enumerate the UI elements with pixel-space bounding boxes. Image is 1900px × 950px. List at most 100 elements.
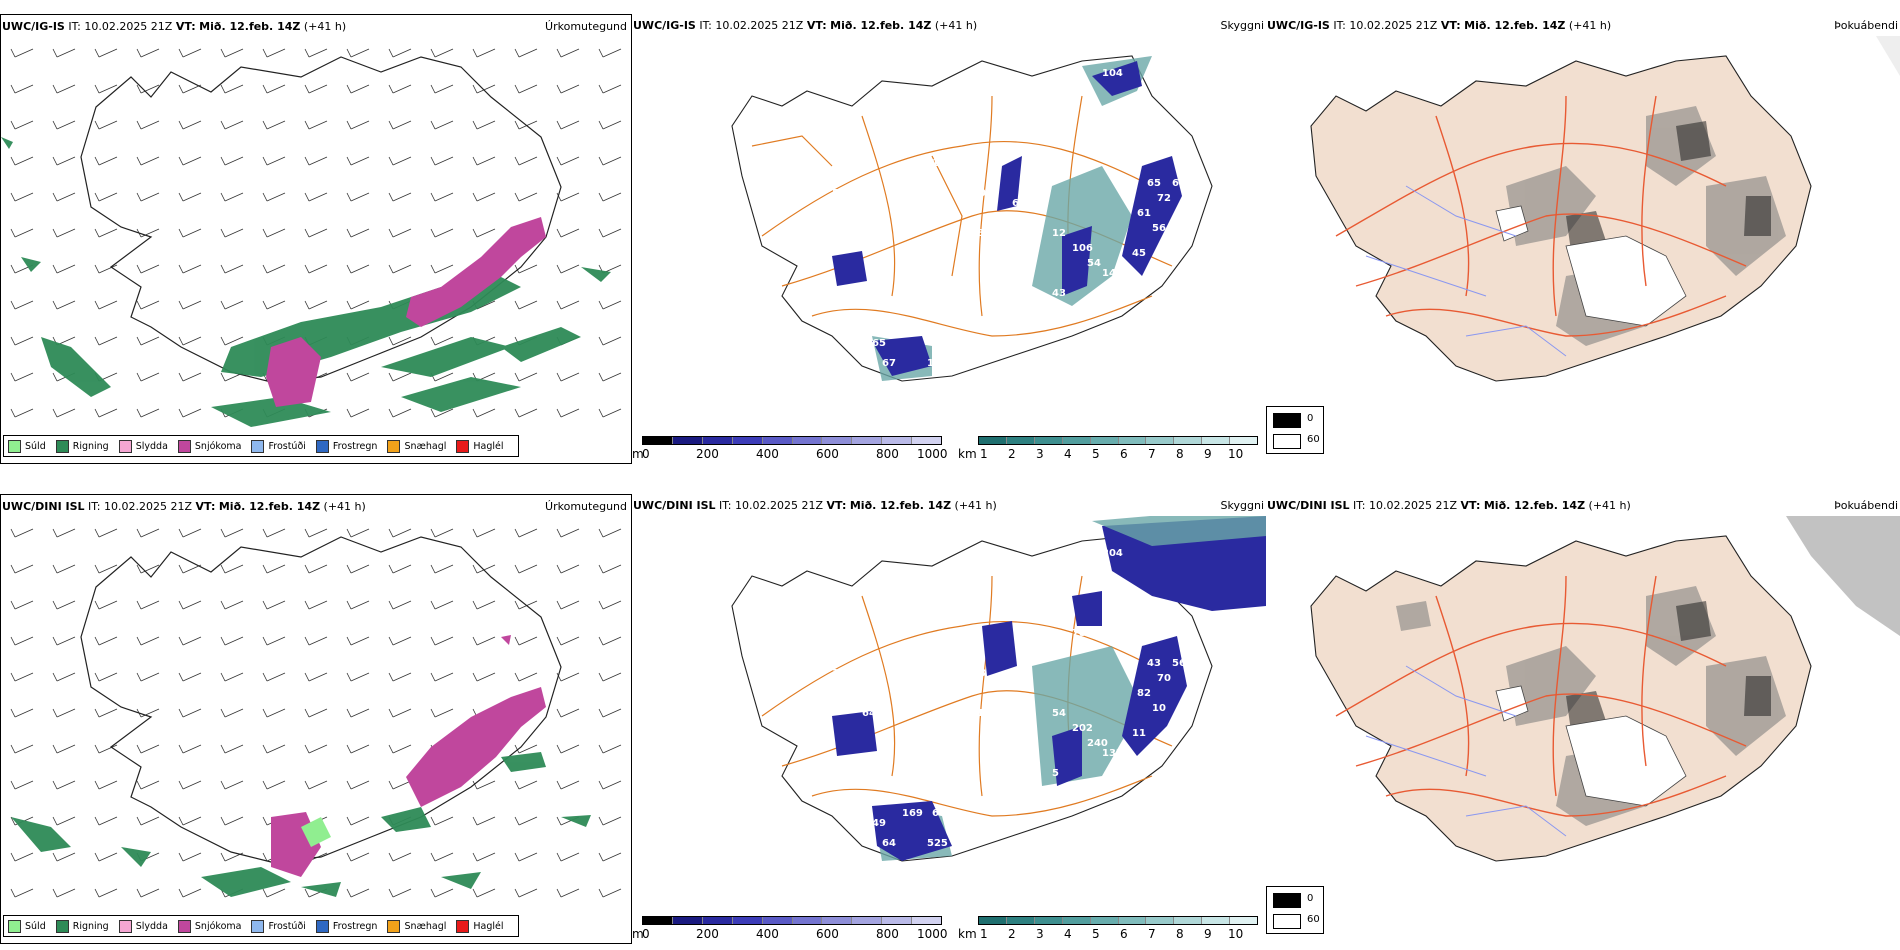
wind-barb — [10, 636, 34, 646]
visibility-label: 102 — [932, 158, 953, 169]
wind-barb — [52, 888, 76, 898]
wind-barb — [430, 816, 454, 826]
wind-barb — [472, 852, 496, 862]
wind-barb — [304, 264, 328, 274]
wind-barb — [346, 600, 370, 610]
wind-barb — [220, 528, 244, 538]
visibility-label: 65 — [1147, 178, 1161, 189]
wind-barb — [388, 780, 412, 790]
wind-barb — [430, 156, 454, 166]
wind-barb — [472, 780, 496, 790]
wind-barb — [94, 336, 118, 346]
wind-barb — [220, 336, 244, 346]
wind-barb — [94, 816, 118, 826]
wind-barb — [52, 192, 76, 202]
precip-legend: Súld Rigning Slydda Snjókoma Frostúði Fr… — [3, 435, 519, 457]
wind-barb — [304, 672, 328, 682]
wind-barb — [556, 120, 580, 130]
wind-barb — [388, 336, 412, 346]
wind-barb — [556, 264, 580, 274]
visibility-label: 56 — [1172, 658, 1186, 669]
wind-barb — [220, 744, 244, 754]
wind-barb — [304, 636, 328, 646]
wind-barb — [388, 48, 412, 58]
wind-barb — [94, 888, 118, 898]
wind-barb — [388, 408, 412, 418]
wind-barb — [388, 852, 412, 862]
visibility-label: 169 — [902, 808, 923, 819]
visibility-label: 204 — [1102, 548, 1123, 559]
wind-barb — [10, 708, 34, 718]
wind-barb — [220, 672, 244, 682]
product-title: Skyggni — [1220, 19, 1264, 32]
wind-barb — [304, 600, 328, 610]
wind-barb — [598, 408, 622, 418]
visibility-label: 98 — [972, 668, 986, 679]
wind-barb — [94, 120, 118, 130]
wind-barb — [52, 780, 76, 790]
wind-barb — [10, 780, 34, 790]
wind-barb — [304, 192, 328, 202]
wind-barb — [598, 192, 622, 202]
wind-barb — [514, 372, 538, 382]
wind-barb — [178, 408, 202, 418]
wind-barb — [556, 192, 580, 202]
wind-barb — [556, 888, 580, 898]
ceiling-colorbar: m 0 200 400 600 800 1000 — [632, 436, 952, 464]
wind-barb — [304, 228, 328, 238]
iceland-fog-map — [1310, 36, 1900, 382]
wind-barb — [136, 336, 160, 346]
wind-barb — [52, 564, 76, 574]
visibility-label: 67 — [882, 358, 896, 369]
wind-barb — [94, 84, 118, 94]
wind-barb — [136, 528, 160, 538]
visibility-label: 104 — [1102, 68, 1123, 79]
wind-barb — [514, 192, 538, 202]
precip-legend: Súld Rigning Slydda Snjókoma Frostúði Fr… — [3, 915, 519, 937]
wind-barb — [52, 156, 76, 166]
visibility-label: 240 — [1087, 738, 1108, 749]
visibility-label: 64 — [882, 838, 896, 849]
visibility-label: 64 — [862, 708, 876, 719]
wind-barb — [10, 564, 34, 574]
wind-barb — [514, 672, 538, 682]
wind-barb — [10, 228, 34, 238]
wind-barb — [346, 888, 370, 898]
wind-barb — [514, 48, 538, 58]
wind-barb — [346, 300, 370, 310]
visibility-label: 118 — [1012, 678, 1033, 689]
wind-barb — [178, 888, 202, 898]
wind-barb — [514, 888, 538, 898]
wind-barb — [388, 120, 412, 130]
wind-barb — [346, 636, 370, 646]
wind-barb — [472, 528, 496, 538]
precip-type-panel-top: UWC/IG-IS IT: 10.02.2025 21Z VT: Mið. 12… — [0, 14, 632, 464]
wind-barb — [178, 600, 202, 610]
wind-barb — [178, 372, 202, 382]
wind-barb — [556, 408, 580, 418]
visibility-label: 62 — [1012, 223, 1026, 234]
wind-barb — [388, 192, 412, 202]
wind-barb — [598, 336, 622, 346]
wind-barb — [52, 636, 76, 646]
wind-barb — [220, 84, 244, 94]
wind-barb — [472, 564, 496, 574]
visibility-label: 65 — [872, 338, 886, 349]
wind-barb — [598, 636, 622, 646]
visibility-label: 525 — [927, 838, 948, 849]
visibility-label: 12 — [1052, 228, 1066, 239]
wind-barb — [136, 564, 160, 574]
wind-barb — [262, 708, 286, 718]
wind-barb — [346, 780, 370, 790]
wind-barb — [94, 636, 118, 646]
wind-barb — [178, 744, 202, 754]
visibility-label: 96 — [932, 638, 946, 649]
precip-type-panel-bottom: UWC/DINI ISL IT: 10.02.2025 21Z VT: Mið.… — [0, 494, 632, 944]
wind-barb — [52, 264, 76, 274]
wind-barb — [10, 672, 34, 682]
wind-barb — [514, 528, 538, 538]
wind-barb — [178, 84, 202, 94]
visibility-label: 78 — [1072, 628, 1086, 639]
wind-barb — [220, 156, 244, 166]
